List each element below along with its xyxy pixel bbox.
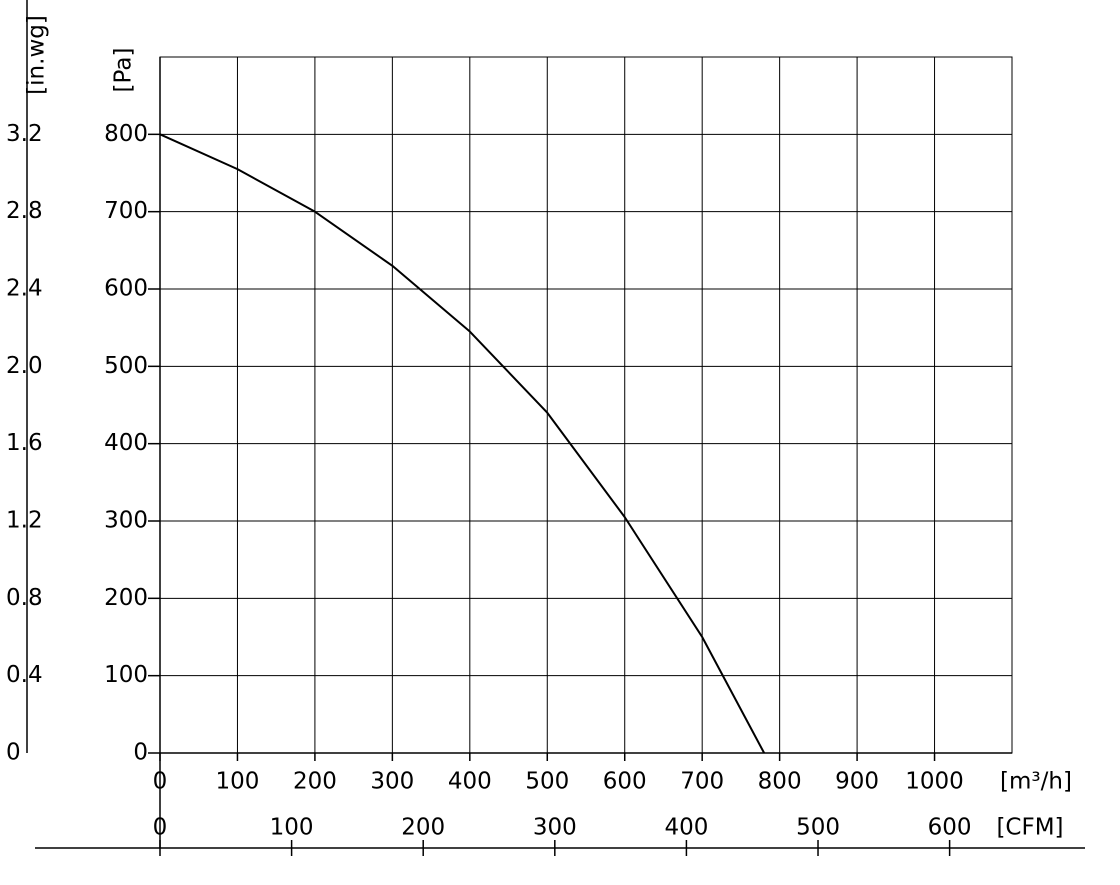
y2-tick-label: 3.2	[6, 121, 43, 147]
y2-tick-label: 1.2	[6, 508, 43, 534]
x-tick-label: 500	[525, 769, 569, 795]
y2-unit: [in.wg]	[24, 15, 50, 95]
y-tick-label: 800	[104, 121, 148, 147]
y2-tick-label: 1.6	[6, 430, 43, 456]
y-tick-label: 500	[104, 353, 148, 379]
y2-tick-label: 2.4	[6, 276, 43, 302]
x2-tick-label: 0	[153, 815, 168, 841]
x-tick-label: 300	[370, 769, 414, 795]
y-tick-label: 100	[104, 662, 148, 688]
x2-tick-label: 500	[796, 815, 840, 841]
x-tick-label: 200	[293, 769, 337, 795]
y-tick-label: 300	[104, 508, 148, 534]
x-tick-label: 1000	[905, 769, 964, 795]
x-tick-label: 600	[603, 769, 647, 795]
x2-tick-label: 600	[928, 815, 972, 841]
y2-tick-label: 0	[6, 740, 21, 766]
y-tick-label: 700	[104, 198, 148, 224]
x-tick-label: 800	[758, 769, 802, 795]
x-tick-label: 100	[216, 769, 260, 795]
y-tick-label: 0	[133, 740, 148, 766]
x-tick-label: 0	[153, 769, 168, 795]
x-tick-label: 900	[835, 769, 879, 795]
x2-tick-label: 400	[664, 815, 708, 841]
x-unit: [m³/h]	[1000, 769, 1072, 795]
y2-tick-label: 2.8	[6, 198, 43, 224]
y-unit: [Pa]	[111, 48, 137, 93]
y-tick-label: 600	[104, 276, 148, 302]
y-tick-label: 200	[104, 585, 148, 611]
x2-tick-label: 300	[533, 815, 577, 841]
x-tick-label: 400	[448, 769, 492, 795]
y-tick-label: 400	[104, 430, 148, 456]
curve	[159, 133, 766, 754]
x2-tick-label: 200	[401, 815, 445, 841]
y2-tick-label: 2.0	[6, 353, 43, 379]
x-tick-label: 700	[680, 769, 724, 795]
x2-unit: [CFM]	[996, 815, 1063, 841]
y2-tick-label: 0.8	[6, 585, 43, 611]
y2-tick-label: 0.4	[6, 662, 43, 688]
x2-tick-label: 100	[270, 815, 314, 841]
plot-frame	[159, 56, 1013, 754]
